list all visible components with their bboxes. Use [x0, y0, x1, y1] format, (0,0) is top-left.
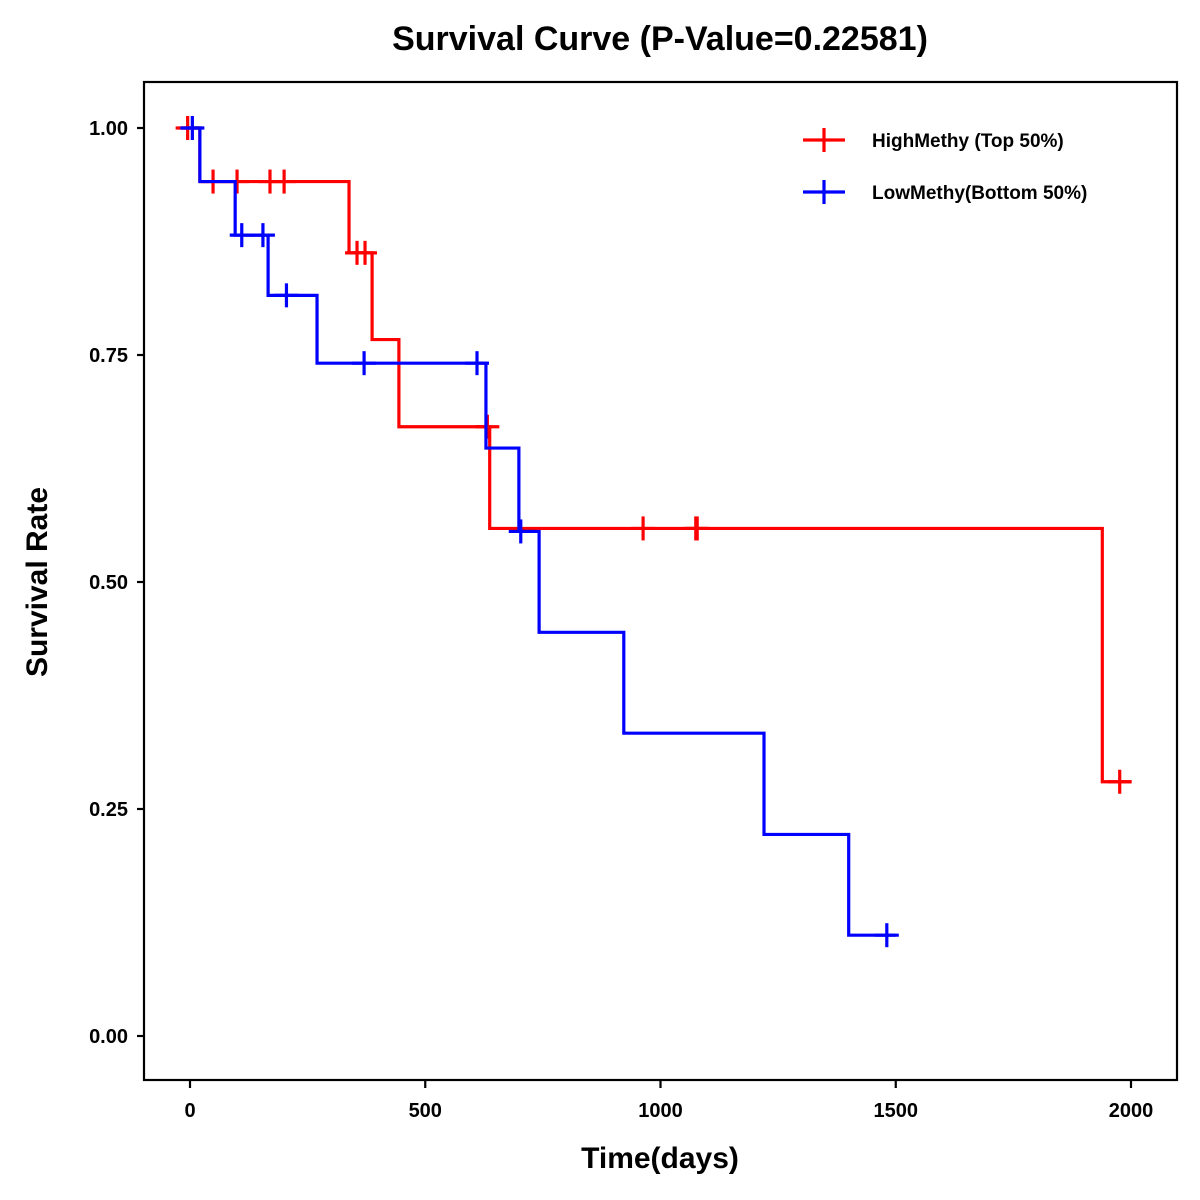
x-tick-label: 2000 [1109, 1100, 1154, 1122]
x-tick-label: 500 [409, 1100, 442, 1122]
legend-label: LowMethy(Bottom 50%) [872, 183, 1087, 204]
legend-item: LowMethy(Bottom 50%) [803, 180, 1087, 204]
series-layer [175, 116, 1132, 948]
chart-title: Survival Curve (P-Value=0.22581) [392, 20, 928, 58]
series-high-methy [175, 116, 1132, 794]
legend-label: HighMethy (Top 50%) [872, 131, 1064, 152]
survival-step-line [180, 126, 1131, 784]
x-axis: 0 500 1000 1500 2000 [184, 1080, 1153, 1122]
y-tick-label: 0.00 [89, 1026, 128, 1048]
x-tick-label: 1000 [638, 1100, 683, 1122]
series-low-methy [180, 116, 899, 948]
legend: HighMethy (Top 50%) LowMethy(Bottom 50%) [803, 128, 1087, 204]
x-tick-label: 0 [184, 1100, 195, 1122]
y-tick-label: 0.75 [89, 345, 128, 367]
x-tick-label: 1500 [874, 1100, 919, 1122]
legend-item: HighMethy (Top 50%) [803, 128, 1064, 152]
y-axis-label: Survival Rate [21, 487, 54, 677]
y-tick-label: 0.50 [89, 572, 128, 594]
x-axis-label: Time(days) [581, 1142, 739, 1175]
plot-panel-border [142, 80, 1179, 1082]
y-tick-label: 1.00 [89, 118, 128, 140]
survival-step-line [185, 126, 896, 937]
y-tick-label: 0.25 [89, 799, 128, 821]
y-axis: 0.00 0.25 0.50 0.75 1.00 [89, 118, 144, 1048]
